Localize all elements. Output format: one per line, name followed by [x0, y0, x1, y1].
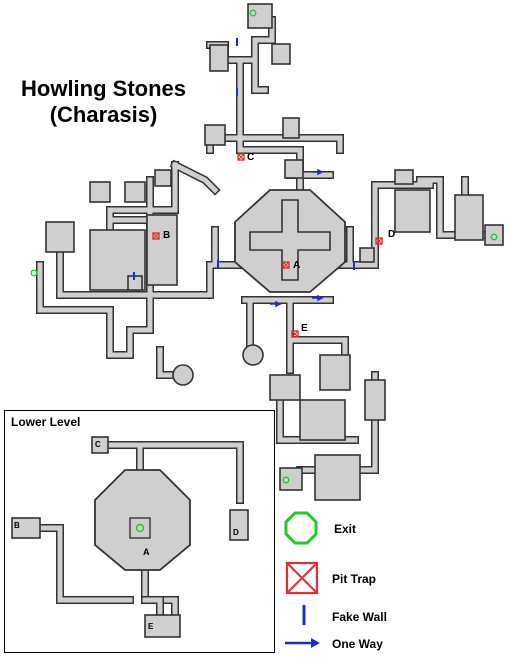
pit-trap-a — [282, 261, 290, 269]
label-a: A — [293, 260, 301, 271]
legend-pit-trap-icon — [285, 561, 319, 595]
label-d: D — [388, 229, 396, 240]
lower-level-panel: Lower Level — [4, 410, 275, 653]
legend-fake-wall-label: Fake Wall — [332, 610, 387, 624]
lower-label-d: D — [233, 528, 239, 537]
exit-south — [282, 476, 290, 484]
pit-trap-c — [237, 153, 245, 161]
room-east-d2 — [394, 169, 414, 185]
map-title: Howling Stones (Charasis) — [16, 76, 191, 128]
lower-room-e — [144, 614, 181, 638]
lower-exit — [135, 523, 145, 533]
lower-label-b: B — [14, 521, 20, 530]
room-far-west — [45, 221, 75, 253]
legend-pit-trap-label: Pit Trap — [332, 572, 377, 586]
room-south-mid — [319, 354, 351, 391]
pit-trap-b — [152, 232, 160, 240]
lower-label-e: E — [148, 622, 154, 631]
lower-room-b — [11, 517, 41, 539]
room-b — [146, 214, 178, 286]
central-cross — [249, 199, 331, 281]
legend-one-way-icon — [285, 638, 320, 648]
pit-traps — [152, 153, 383, 338]
room-round-west — [242, 344, 264, 366]
one-way-arrows — [270, 168, 324, 308]
exits — [30, 9, 498, 484]
room-north-c2 — [282, 117, 300, 139]
room-east-d — [394, 189, 431, 233]
lower-label-a: A — [143, 547, 150, 557]
room-east-far — [454, 194, 484, 241]
rooms — [45, 3, 504, 501]
room-south-left — [269, 374, 301, 401]
lower-room-d — [229, 509, 249, 541]
exit-west — [30, 269, 38, 277]
lower-level-map — [11, 436, 249, 638]
label-c: C — [247, 152, 255, 163]
label-b: B — [163, 230, 171, 241]
room-north-c3 — [284, 159, 304, 179]
map-title-line2: (Charasis) — [49, 102, 158, 127]
fake-walls — [133, 38, 355, 280]
room-south-bottom — [299, 399, 346, 441]
room-north-left — [209, 44, 229, 72]
map-title-line1: Howling Stones — [21, 76, 186, 101]
legend-symbols — [284, 511, 320, 648]
legend-exit-label: Exit — [334, 522, 357, 536]
room-west-3 — [154, 169, 172, 187]
pit-trap-d — [375, 237, 383, 245]
label-e: E — [301, 323, 308, 334]
room-south-exit — [279, 467, 303, 491]
room-east-small — [359, 247, 375, 263]
room-south-right — [364, 379, 386, 421]
lower-level-title: Lower Level — [11, 415, 81, 429]
exit-top — [249, 9, 257, 17]
room-top-right — [271, 43, 291, 65]
lower-inner-room — [129, 517, 151, 539]
lower-label-c: C — [95, 440, 101, 449]
pit-trap-e — [291, 330, 299, 338]
room-north-c — [204, 124, 226, 146]
room-round-south — [172, 364, 194, 386]
room-south-lower — [314, 454, 361, 501]
room-west-2 — [124, 181, 146, 203]
upper-level — [36, 3, 504, 501]
room-west-1 — [89, 181, 111, 203]
lower-room-c — [91, 436, 109, 454]
legend-exit-icon — [284, 511, 318, 545]
legend-one-way-label: One Way — [332, 637, 383, 651]
exit-east — [490, 233, 498, 241]
room-east-exit — [484, 224, 504, 246]
